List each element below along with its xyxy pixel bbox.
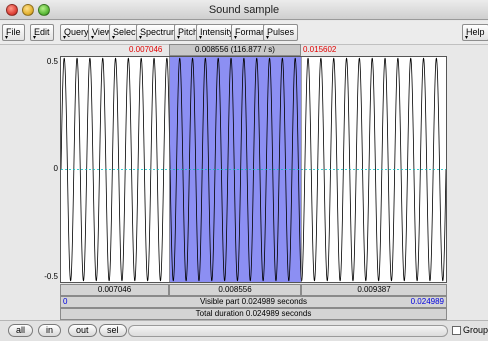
waveform-area[interactable] [60, 56, 447, 283]
zoom-button[interactable] [38, 4, 50, 16]
y-label-zero: 0 [53, 164, 58, 173]
zoom-out-button[interactable]: out [68, 324, 97, 337]
all-button[interactable]: all [8, 324, 34, 337]
bottom-bar-left[interactable]: 0.007046 [60, 284, 169, 296]
close-button[interactable] [6, 4, 18, 16]
y-label-top: 0.5 [46, 57, 58, 66]
menu-bar: File ▾ Edit ▾ Query ▾ View ▾ Select ▾ Spectru… [0, 21, 488, 45]
menu-pitch[interactable]: Pitch ▾ [174, 24, 203, 41]
menu-file[interactable]: File ▾ [2, 24, 25, 41]
menu-spectrum[interactable]: Spectrum ▾ [136, 24, 183, 41]
visible-label: Visible part 0.024989 seconds [199, 297, 308, 306]
visible-end: 0.024989 [410, 297, 444, 306]
horizontal-scrollbar[interactable] [128, 325, 448, 337]
menu-edit[interactable]: Edit ▾ [30, 24, 54, 41]
y-label-bottom: -0.5 [44, 272, 58, 281]
window-title: Sound sample [208, 4, 280, 16]
footer-bar: all in out sel Group [0, 320, 488, 341]
zoom-in-button[interactable]: in [38, 324, 62, 337]
waveform-plot[interactable] [60, 57, 447, 282]
zoom-selection-button[interactable]: sel [99, 324, 127, 337]
menu-select[interactable]: Select ▾ [109, 24, 143, 41]
total-duration-bar[interactable]: Total duration 0.024989 seconds [60, 308, 447, 320]
bottom-bar-right[interactable]: 0.009387 [301, 284, 447, 296]
cursor-end-time: 0.015602 [303, 45, 337, 54]
menu-help[interactable]: Help ▾ [462, 24, 488, 41]
group-checkbox[interactable] [452, 326, 461, 335]
visible-part-bar[interactable]: 0 Visible part 0.024989 seconds 0.024989 [60, 296, 447, 308]
visible-start: 0 [63, 297, 68, 306]
selection-duration[interactable]: 0.008556 (116.877 / s) [169, 44, 301, 56]
bottom-bar-selection[interactable]: 0.008556 [169, 284, 301, 296]
group-label: Group [463, 325, 488, 335]
title-bar: Sound sample [0, 0, 488, 20]
menu-pulses[interactable]: Pulses ▾ [263, 24, 299, 41]
minimize-button[interactable] [22, 4, 34, 16]
cursor-start-time: 0.007046 [129, 45, 163, 54]
